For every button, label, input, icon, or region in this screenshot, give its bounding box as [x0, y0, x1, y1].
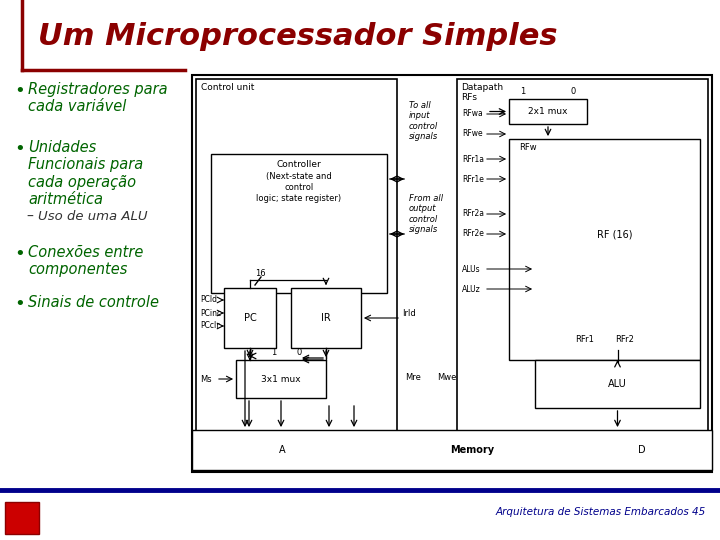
Text: Memory: Memory [450, 445, 494, 455]
Text: Arquitetura de Sistemas Embarcados 45: Arquitetura de Sistemas Embarcados 45 [496, 507, 706, 517]
Text: IR: IR [321, 313, 331, 323]
Text: RFw: RFw [519, 143, 536, 152]
Text: RFwe: RFwe [462, 130, 482, 138]
Text: Mwe: Mwe [437, 373, 456, 381]
Text: –: – [26, 210, 33, 224]
Text: RFs: RFs [461, 93, 477, 102]
Text: A: A [279, 445, 285, 455]
Text: Controller: Controller [276, 160, 321, 169]
Text: Uso de uma ALU: Uso de uma ALU [38, 210, 148, 223]
Text: RFr2: RFr2 [615, 335, 634, 345]
Text: ALU: ALU [608, 379, 627, 389]
Text: ALUs: ALUs [462, 265, 481, 273]
Bar [291, 288, 361, 348]
Bar [509, 99, 587, 124]
Bar [192, 430, 712, 470]
Text: Datapath: Datapath [461, 83, 503, 92]
Text: PCclr: PCclr [200, 321, 220, 330]
Text: Sinais de controle: Sinais de controle [28, 295, 159, 310]
Bar [192, 75, 712, 472]
Text: Registradores para
cada variável: Registradores para cada variável [28, 82, 168, 114]
Text: To all
input
control
signals: To all input control signals [409, 101, 438, 141]
Text: RFr1e: RFr1e [462, 174, 484, 184]
Text: ALUz: ALUz [462, 285, 481, 294]
Text: RF (16): RF (16) [597, 230, 632, 240]
Text: RFr2a: RFr2a [462, 210, 484, 219]
Text: PCinc: PCinc [200, 308, 221, 318]
Text: PCld: PCld [200, 295, 217, 305]
Bar [509, 139, 700, 360]
Text: •: • [14, 140, 24, 158]
Text: RFr1a: RFr1a [462, 154, 484, 164]
Text: PC: PC [243, 313, 256, 323]
Bar [224, 288, 276, 348]
Text: 16: 16 [255, 269, 265, 278]
Text: D: D [638, 445, 646, 455]
Text: Irld: Irld [402, 308, 415, 318]
Text: control: control [284, 183, 314, 192]
Bar [5, 502, 39, 534]
Text: Control unit: Control unit [201, 83, 254, 92]
Text: 1: 1 [271, 348, 276, 357]
Text: Mre: Mre [405, 373, 421, 381]
Text: RFwa: RFwa [462, 110, 482, 118]
Bar [457, 79, 708, 468]
Bar [236, 360, 326, 398]
Bar [211, 154, 387, 293]
Text: •: • [14, 295, 24, 313]
Text: •: • [14, 245, 24, 263]
Text: 3x1 mux: 3x1 mux [261, 375, 301, 383]
Text: 2x1 mux: 2x1 mux [528, 107, 568, 116]
Text: 0: 0 [570, 87, 575, 96]
Text: Um Microprocessador Simples: Um Microprocessador Simples [38, 22, 557, 51]
Text: Unidades
Funcionais para
cada operação
aritmética: Unidades Funcionais para cada operação a… [28, 140, 143, 207]
Text: Conexões entre
componentes: Conexões entre componentes [28, 245, 143, 278]
Text: Ms: Ms [200, 375, 212, 383]
Text: 1: 1 [521, 87, 526, 96]
Text: RFr1: RFr1 [575, 335, 594, 345]
Text: From all
output
control
signals: From all output control signals [409, 194, 443, 234]
Bar [535, 360, 700, 408]
Text: 0: 0 [297, 348, 302, 357]
Text: •: • [14, 82, 24, 100]
Text: (Next-state and: (Next-state and [266, 172, 332, 181]
Text: logic; state register): logic; state register) [256, 194, 341, 203]
Text: RFr2e: RFr2e [462, 230, 484, 239]
Text: 2: 2 [246, 348, 251, 357]
Bar [196, 79, 397, 468]
